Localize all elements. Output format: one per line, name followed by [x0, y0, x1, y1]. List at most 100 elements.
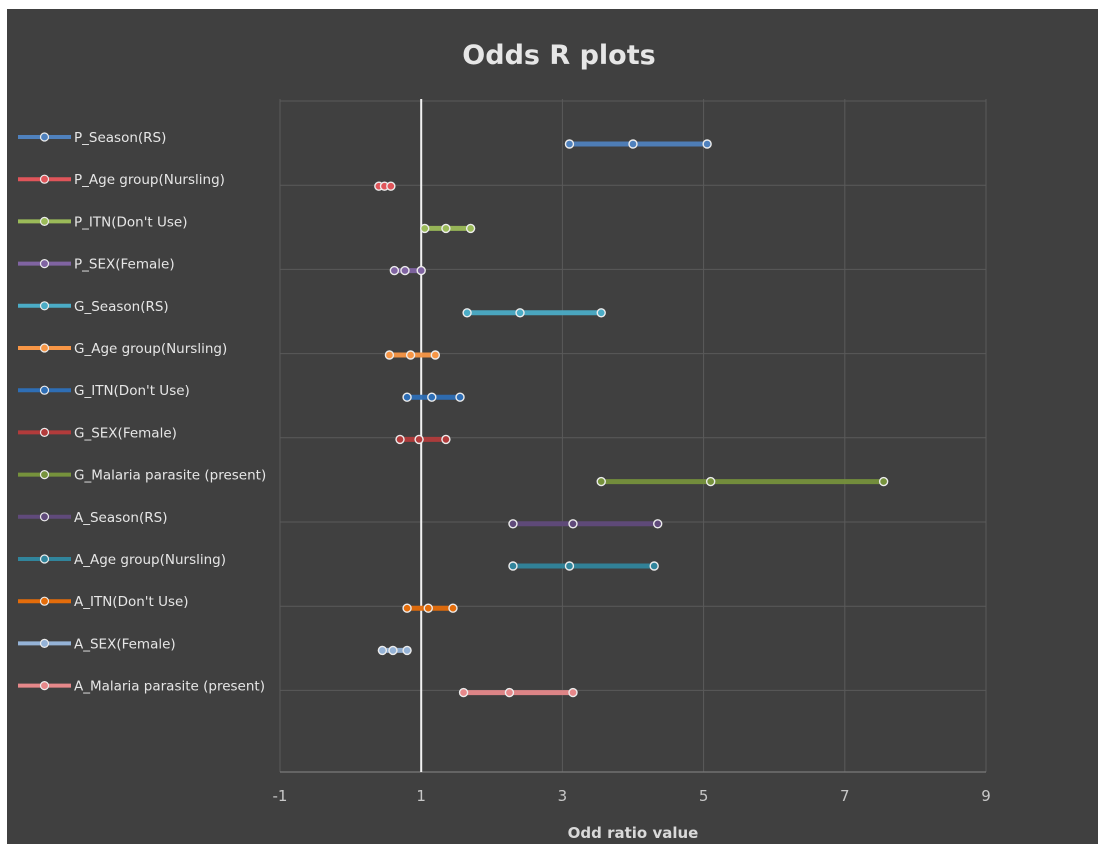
legend-label: G_Age group(Nursling)	[74, 341, 227, 357]
legend-item: A_Malaria parasite (present)	[18, 679, 265, 695]
legend-item: A_Season(RS)	[18, 510, 167, 526]
x-tick-label: 7	[840, 787, 850, 805]
odds-ratio-chart: Odds R plots P_Season(RS) P_Age group(Nur…	[18, 40, 991, 842]
series-14	[458, 687, 578, 698]
data-point	[702, 139, 712, 149]
data-point	[628, 139, 638, 149]
series-7	[402, 392, 465, 402]
legend-item: P_SEX(Female)	[18, 257, 175, 273]
series-3	[420, 223, 476, 234]
x-tick-label: -1	[273, 787, 288, 805]
data-point	[402, 603, 412, 613]
series-1	[564, 139, 712, 149]
legend: P_Season(RS) P_Age group(Nursling) P_ITN(D…	[18, 130, 266, 695]
legend-label: A_Season(RS)	[74, 510, 167, 526]
data-point	[504, 687, 515, 698]
data-point	[427, 392, 437, 402]
legend-item: A_Age group(Nursling)	[18, 552, 226, 568]
data-point	[653, 519, 663, 529]
series-11	[508, 561, 659, 571]
x-tick-label: 1	[416, 787, 426, 805]
data-point	[386, 181, 396, 191]
data-point	[414, 434, 424, 445]
legend-label: A_Age group(Nursling)	[74, 552, 226, 568]
data-point	[416, 265, 426, 276]
legend-item: P_ITN(Don't Use)	[18, 214, 187, 230]
series-group	[374, 139, 889, 698]
legend-label: G_ITN(Don't Use)	[74, 383, 190, 399]
legend-item: P_Age group(Nursling)	[18, 172, 225, 188]
data-point	[564, 139, 575, 149]
data-point	[441, 223, 451, 234]
series-13	[377, 645, 412, 656]
data-point	[395, 434, 405, 445]
data-point	[568, 687, 578, 698]
data-point	[388, 645, 398, 656]
legend-swatch-marker	[39, 132, 50, 142]
data-point	[878, 476, 889, 487]
data-point	[384, 350, 395, 360]
legend-item: P_Season(RS)	[18, 130, 166, 146]
legend-label: P_ITN(Don't Use)	[74, 214, 187, 230]
data-point	[596, 308, 606, 318]
legend-swatch-marker	[39, 174, 50, 184]
data-point	[596, 476, 606, 487]
x-axis-ticks: -1 1 3 5 7 9	[273, 787, 991, 805]
data-point	[402, 645, 412, 656]
data-point	[448, 603, 458, 613]
series-2	[374, 181, 396, 191]
data-point	[568, 519, 578, 529]
legend-swatch-marker	[39, 554, 50, 564]
legend-item: G_SEX(Female)	[18, 425, 177, 441]
series-12	[402, 603, 458, 613]
data-point	[441, 434, 451, 445]
legend-swatch-marker	[39, 385, 50, 395]
legend-swatch-marker	[39, 259, 50, 269]
series-4	[389, 265, 426, 276]
data-point	[400, 265, 410, 276]
data-point	[508, 561, 518, 571]
series-10	[508, 519, 663, 529]
data-point	[405, 350, 416, 360]
data-point	[564, 561, 575, 571]
gridlines	[279, 99, 987, 773]
x-tick-label: 9	[981, 787, 991, 805]
chart-title: Odds R plots	[462, 40, 655, 71]
legend-item: G_Malaria parasite (present)	[18, 468, 266, 484]
data-point	[515, 308, 525, 318]
legend-item: A_SEX(Female)	[18, 636, 176, 652]
legend-swatch-marker	[39, 512, 50, 522]
legend-swatch-marker	[39, 427, 50, 437]
chart-area: Odds R plots P_Season(RS) P_Age group(Nur…	[7, 9, 1098, 844]
legend-item: A_ITN(Don't Use)	[18, 594, 189, 610]
legend-swatch-marker	[39, 301, 50, 311]
series-5	[462, 308, 606, 318]
legend-item: G_Age group(Nursling)	[18, 341, 227, 357]
legend-item: G_Season(RS)	[18, 299, 169, 315]
data-point	[705, 476, 716, 487]
data-point	[508, 519, 518, 529]
data-point	[389, 265, 400, 276]
legend-swatch-marker	[39, 638, 50, 649]
legend-swatch-marker	[39, 343, 50, 353]
legend-label: P_Season(RS)	[74, 130, 166, 146]
legend-swatch-marker	[39, 596, 50, 606]
data-point	[458, 687, 469, 698]
series-6	[384, 350, 441, 360]
legend-label: G_SEX(Female)	[74, 425, 177, 441]
legend-swatch-marker	[39, 216, 50, 226]
legend-label: A_ITN(Don't Use)	[74, 594, 189, 610]
data-point	[377, 645, 388, 656]
legend-label: A_Malaria parasite (present)	[74, 679, 265, 695]
data-point	[423, 603, 433, 613]
legend-swatch-marker	[39, 680, 50, 691]
legend-swatch-marker	[39, 470, 50, 480]
series-9	[596, 476, 889, 487]
data-point	[465, 223, 476, 234]
data-point	[430, 350, 441, 360]
x-tick-label: 3	[558, 787, 568, 805]
legend-label: G_Season(RS)	[74, 299, 169, 315]
data-point	[420, 223, 430, 234]
legend-label: P_SEX(Female)	[74, 257, 175, 273]
legend-label: A_SEX(Female)	[74, 636, 176, 652]
